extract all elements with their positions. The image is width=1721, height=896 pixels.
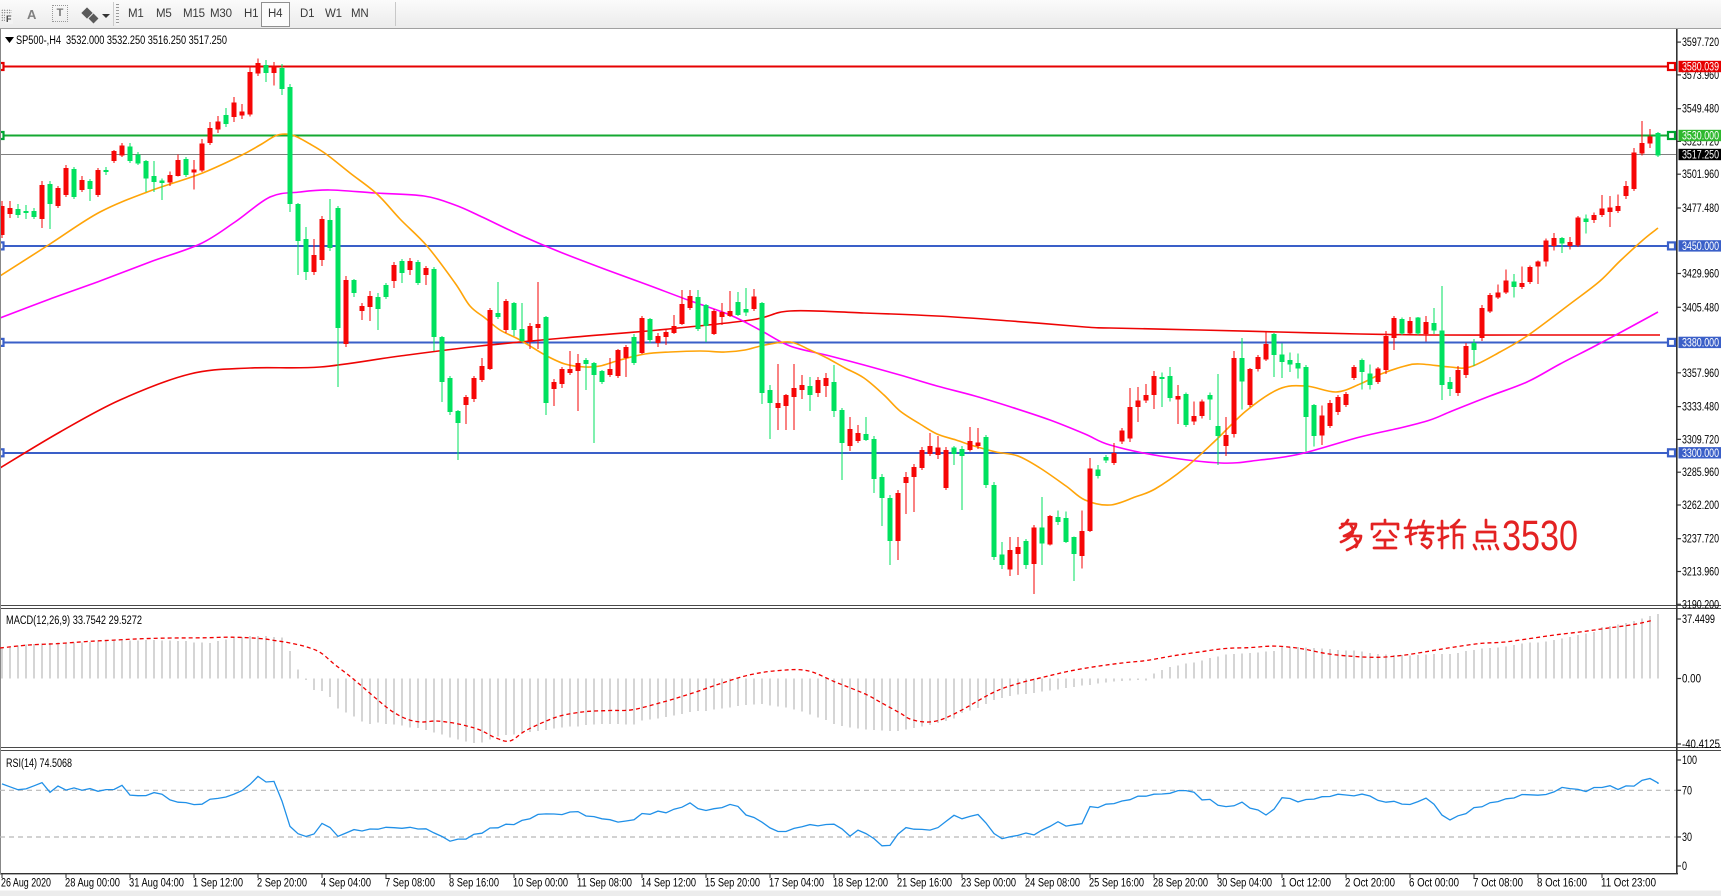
svg-text:RSI(14) 74.5068: RSI(14) 74.5068 [6, 758, 72, 770]
svg-text:18 Sep 12:00: 18 Sep 12:00 [833, 878, 888, 890]
svg-text:28 Aug 00:00: 28 Aug 00:00 [65, 878, 120, 890]
svg-text:25 Sep 16:00: 25 Sep 16:00 [1089, 878, 1144, 890]
svg-text:3285.960: 3285.960 [1682, 467, 1719, 479]
svg-text:3549.480: 3549.480 [1682, 104, 1719, 116]
svg-text:3429.960: 3429.960 [1682, 269, 1719, 281]
svg-text:MACD(12,26,9) 33.7542 29.5272: MACD(12,26,9) 33.7542 29.5272 [6, 615, 142, 627]
svg-text:3380.000: 3380.000 [1682, 337, 1719, 349]
svg-text:3450.000: 3450.000 [1682, 241, 1719, 253]
svg-text:1 Oct 12:00: 1 Oct 12:00 [1281, 878, 1331, 890]
svg-text:14 Sep 12:00: 14 Sep 12:00 [641, 878, 696, 890]
svg-text:2 Oct 20:00: 2 Oct 20:00 [1345, 878, 1395, 890]
svg-text:70: 70 [1682, 785, 1692, 797]
svg-text:24 Sep 08:00: 24 Sep 08:00 [1025, 878, 1080, 890]
svg-text:3530.000: 3530.000 [1682, 131, 1719, 143]
svg-text:3213.960: 3213.960 [1682, 567, 1719, 579]
svg-text:0: 0 [1682, 861, 1687, 873]
svg-text:3597.720: 3597.720 [1682, 37, 1719, 49]
svg-text:3262.200: 3262.200 [1682, 500, 1719, 512]
svg-text:30 Sep 04:00: 30 Sep 04:00 [1217, 878, 1272, 890]
svg-text:30: 30 [1682, 832, 1692, 844]
svg-text:SP500-,H4 3532.000 3532.250 3: SP500-,H4 3532.000 3532.250 3516.250 351… [16, 35, 227, 47]
svg-text:7 Oct 08:00: 7 Oct 08:00 [1473, 878, 1523, 890]
svg-text:3309.720: 3309.720 [1682, 434, 1719, 446]
svg-text:8 Sep 16:00: 8 Sep 16:00 [449, 878, 499, 890]
svg-text:21 Sep 16:00: 21 Sep 16:00 [897, 878, 952, 890]
svg-text:7 Sep 08:00: 7 Sep 08:00 [385, 878, 435, 890]
svg-text:11 Sep 08:00: 11 Sep 08:00 [577, 878, 632, 890]
svg-text:23 Sep 00:00: 23 Sep 00:00 [961, 878, 1016, 890]
svg-text:3237.720: 3237.720 [1682, 534, 1719, 546]
svg-text:15 Sep 20:00: 15 Sep 20:00 [705, 878, 760, 890]
svg-text:3580.039: 3580.039 [1682, 62, 1719, 74]
svg-text:10 Sep 00:00: 10 Sep 00:00 [513, 878, 568, 890]
svg-text:3357.960: 3357.960 [1682, 368, 1719, 380]
svg-text:37.4499: 37.4499 [1682, 614, 1715, 626]
svg-text:3501.960: 3501.960 [1682, 169, 1719, 181]
svg-text:-40.4125: -40.4125 [1682, 739, 1720, 751]
svg-text:1 Sep 12:00: 1 Sep 12:00 [193, 878, 243, 890]
svg-text:2 Sep 20:00: 2 Sep 20:00 [257, 878, 307, 890]
svg-text:3300.000: 3300.000 [1682, 448, 1719, 460]
svg-text:28 Sep 20:00: 28 Sep 20:00 [1153, 878, 1208, 890]
svg-text:0.00: 0.00 [1682, 674, 1701, 686]
svg-text:3333.480: 3333.480 [1682, 402, 1719, 414]
svg-text:3190.200: 3190.200 [1682, 599, 1719, 611]
svg-text:3573.960: 3573.960 [1682, 70, 1719, 82]
svg-text:4 Sep 04:00: 4 Sep 04:00 [321, 878, 371, 890]
svg-text:17 Sep 04:00: 17 Sep 04:00 [769, 878, 824, 890]
svg-text:11 Oct 23:00: 11 Oct 23:00 [1601, 878, 1656, 890]
svg-text:3477.480: 3477.480 [1682, 203, 1719, 215]
svg-text:3530: 3530 [1502, 512, 1578, 560]
svg-text:6 Oct 00:00: 6 Oct 00:00 [1409, 878, 1459, 890]
svg-text:3517.250: 3517.250 [1682, 150, 1719, 162]
svg-text:3405.480: 3405.480 [1682, 302, 1719, 314]
svg-text:26 Aug 2020: 26 Aug 2020 [1, 878, 51, 890]
svg-text:100: 100 [1682, 755, 1697, 767]
svg-text:8 Oct 16:00: 8 Oct 16:00 [1537, 878, 1587, 890]
svg-text:31 Aug 04:00: 31 Aug 04:00 [129, 878, 184, 890]
